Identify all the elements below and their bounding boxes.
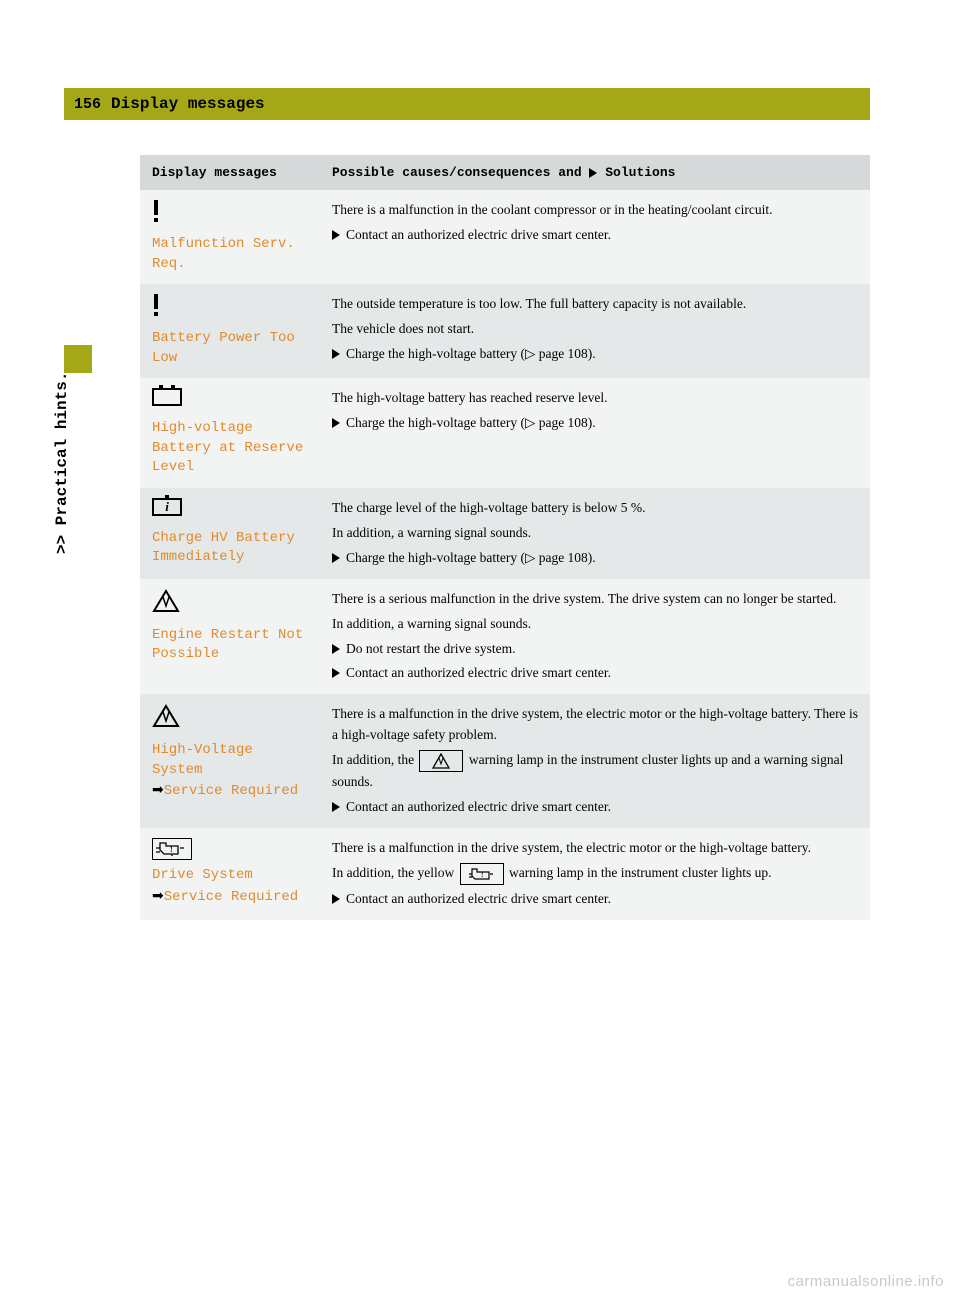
description-text: There is a malfunction in the drive syst… [332,838,858,859]
svg-text:!: ! [481,871,483,879]
triangle-right-icon [332,553,340,563]
header-display: Display messages [140,155,320,190]
svg-text:!: ! [170,845,173,854]
message-text: Engine Restart Not Possible [152,626,308,665]
header-bar: 156 Display messages [64,88,870,120]
description-text: There is a serious malfunction in the dr… [332,589,858,610]
table-header-row: Display messages Possible causes/consequ… [140,155,870,190]
message-text: Malfunction Serv. Req. [152,235,308,274]
table-row: i Charge HV Battery Immediately The char… [140,488,870,579]
description-text: The vehicle does not start. [332,319,858,340]
exclaim-icon [152,200,308,229]
arrow-right-icon: ➡ [152,781,164,797]
action-item: Do not restart the drive system. [332,639,858,660]
action-item: Charge the high-voltage battery (▷ page … [332,344,858,365]
description-inline: In addition, the warning lamp in the ins… [332,750,858,793]
message-text: Battery Power Too Low [152,329,308,368]
warning-triangle-icon [152,589,308,620]
table-row: High-Voltage System ➡Service Required Th… [140,694,870,828]
description-text: The charge level of the high-voltage bat… [332,498,858,519]
description-text: In addition, a warning signal sounds. [332,614,858,635]
engine-icon: ! [152,838,308,860]
warning-lamp-icon [419,750,463,772]
messages-table: Display messages Possible causes/consequ… [140,155,870,920]
info-icon: i [152,498,308,523]
triangle-right-icon [332,894,340,904]
message-text: High-voltage Battery at Reserve Level [152,419,308,478]
message-text-2: ➡Service Required [152,780,308,802]
action-item: Contact an authorized electric drive sma… [332,889,858,910]
description-text: In addition, a warning signal sounds. [332,523,858,544]
triangle-right-icon [332,349,340,359]
action-item: Charge the high-voltage battery (▷ page … [332,548,858,569]
table-row: ! Drive System ➡Service Required There i… [140,828,870,920]
description-text: There is a malfunction in the coolant co… [332,200,858,221]
action-item: Charge the high-voltage battery (▷ page … [332,413,858,434]
action-item: Contact an authorized electric drive sma… [332,663,858,684]
triangle-right-icon [332,418,340,428]
exclaim-icon [152,294,308,323]
description-text: The outside temperature is too low. The … [332,294,858,315]
description-text: The high-voltage battery has reached res… [332,388,858,409]
page-number: 156 [74,96,101,113]
message-text: High-Voltage System [152,741,308,780]
table-row: High-voltage Battery at Reserve Level Th… [140,378,870,488]
warning-triangle-icon [152,704,308,735]
message-text-2: ➡Service Required [152,886,308,908]
description-text: There is a malfunction in the drive syst… [332,704,858,746]
watermark: carmanualsonline.info [788,1273,944,1290]
table-row: Malfunction Serv. Req. There is a malfun… [140,190,870,284]
description-inline: In addition, the yellow ! warning lamp i… [332,863,858,885]
table-row: Battery Power Too Low The outside temper… [140,284,870,378]
battery-icon [152,388,308,413]
arrow-right-icon: ➡ [152,887,164,903]
header-solutions: Possible causes/consequences and Solutio… [320,155,870,190]
triangle-right-icon [332,230,340,240]
triangle-right-icon [332,668,340,678]
section-side-label: >> Practical hints. [53,354,71,554]
triangle-right-icon [332,802,340,812]
page-title: Display messages [111,95,265,113]
action-item: Contact an authorized electric drive sma… [332,225,858,246]
message-text: Charge HV Battery Immediately [152,529,308,568]
action-item: Contact an authorized electric drive sma… [332,797,858,818]
triangle-right-icon [332,644,340,654]
engine-lamp-icon: ! [460,863,504,885]
table-row: Engine Restart Not Possible There is a s… [140,579,870,695]
message-text: Drive System [152,866,308,886]
